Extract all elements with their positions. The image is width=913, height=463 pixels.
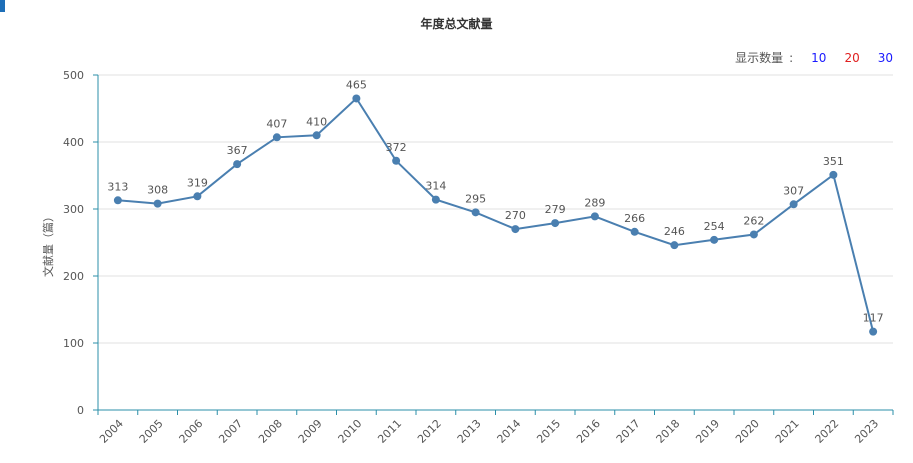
x-tick-label: 2011 [375, 417, 404, 446]
data-label: 407 [266, 117, 287, 130]
series-line [117, 96, 875, 332]
data-point[interactable] [352, 94, 361, 103]
x-tick-label: 2008 [256, 417, 285, 446]
y-tick-label: 0 [77, 404, 84, 417]
data-point[interactable] [630, 227, 639, 236]
x-tick-label: 2017 [614, 417, 643, 446]
x-tick-label: 2004 [97, 417, 126, 446]
data-label: 289 [584, 196, 605, 209]
data-point[interactable] [471, 208, 480, 217]
x-tick-label: 2012 [415, 417, 444, 446]
x-tick-labels: 2004 2005 2006 2007 2008 2009 2010 2011 2012 2013… [97, 417, 881, 446]
x-tick-label: 2013 [455, 417, 484, 446]
data-point[interactable] [590, 212, 599, 221]
y-tick-label: 400 [63, 136, 84, 149]
data-label: 295 [465, 192, 486, 205]
data-point[interactable] [551, 219, 560, 228]
y-tick-label: 100 [63, 337, 84, 350]
display-count-option-10[interactable]: 10 [811, 50, 827, 65]
data-point[interactable] [193, 192, 202, 201]
x-tick-label: 2006 [177, 417, 206, 446]
data-point[interactable] [153, 199, 162, 208]
x-tick-label: 2014 [495, 417, 524, 446]
data-label: 262 [743, 214, 764, 227]
x-tick-label: 2019 [693, 417, 722, 446]
data-point[interactable] [670, 241, 679, 250]
data-label: 410 [306, 115, 327, 128]
y-tick-label: 300 [63, 203, 84, 216]
data-point[interactable] [113, 196, 122, 205]
x-tick-label: 2010 [336, 417, 365, 446]
display-count-colon: : [789, 50, 794, 65]
x-tick-label: 2023 [852, 417, 881, 446]
data-point[interactable] [829, 170, 838, 179]
y-axis-label: 文献量（篇） [41, 211, 55, 277]
data-label: 308 [147, 184, 168, 197]
y-tick-label: 500 [63, 69, 84, 82]
x-tick-label: 2005 [137, 417, 166, 446]
data-point[interactable] [312, 131, 321, 140]
data-label: 254 [704, 220, 725, 233]
axes [93, 74, 894, 415]
y-tick-label: 200 [63, 270, 84, 283]
display-count-selector: 显示数量 : 10 20 30 [735, 49, 893, 66]
x-tick-label: 2015 [534, 417, 563, 446]
data-points [113, 94, 878, 336]
data-label: 367 [227, 144, 248, 157]
data-label: 351 [823, 155, 844, 168]
x-tick-label: 2009 [296, 417, 325, 446]
x-tick-label: 2016 [574, 417, 603, 446]
x-tick-label: 2018 [654, 417, 683, 446]
data-label: 246 [664, 225, 685, 238]
data-label: 266 [624, 212, 645, 225]
data-point[interactable] [511, 225, 520, 234]
data-label: 307 [783, 184, 804, 197]
data-point[interactable] [710, 235, 719, 244]
display-count-label: 显示数量 [735, 51, 784, 65]
data-label: 270 [505, 209, 526, 222]
data-point[interactable] [272, 133, 281, 142]
data-label: 279 [545, 203, 566, 216]
display-count-option-30[interactable]: 30 [877, 50, 893, 65]
x-tick-label: 2020 [733, 417, 762, 446]
data-point[interactable] [749, 230, 758, 239]
data-label: 319 [187, 176, 208, 189]
data-point[interactable] [233, 160, 242, 169]
corner-accent-mark [0, 0, 5, 12]
data-label: 314 [425, 180, 446, 193]
x-tick-label: 2022 [813, 417, 842, 446]
data-point[interactable] [789, 200, 798, 209]
data-label: 372 [386, 141, 407, 154]
display-count-option-20[interactable]: 20 [844, 50, 860, 65]
data-labels: 313 308 319 367 407 410 465 372 314 295 270 279 289 2… [107, 78, 883, 324]
x-tick-label: 2007 [216, 417, 245, 446]
data-label: 313 [107, 180, 128, 193]
data-label: 465 [346, 78, 367, 91]
data-point[interactable] [431, 195, 440, 204]
chart-title: 年度总文献量 [420, 17, 493, 31]
data-point[interactable] [869, 327, 878, 336]
grid-lines [98, 74, 893, 344]
y-tick-labels: 0 100 200 300 400 500 [63, 69, 84, 417]
data-point[interactable] [392, 156, 401, 165]
x-tick-label: 2021 [773, 417, 802, 446]
data-label: 117 [863, 312, 884, 325]
